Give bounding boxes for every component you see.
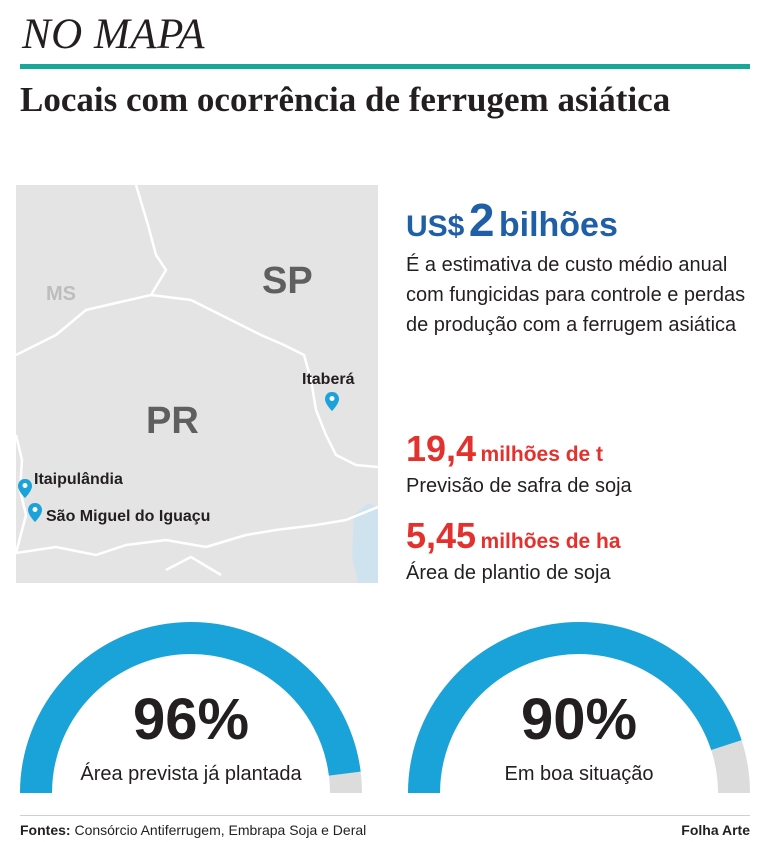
location-label-sao-miguel: São Miguel do Iguaçu (46, 508, 210, 525)
credit: Folha Arte (681, 822, 750, 838)
gauge-arc (408, 622, 750, 794)
gauge-arc (20, 622, 362, 794)
gauge-fill (408, 622, 742, 794)
map-water (352, 503, 378, 583)
location-label-itaipulandia: Itaipulândia (34, 471, 123, 488)
pin-icon (325, 392, 339, 411)
state-label-pr: PR (146, 400, 199, 442)
border-pr-east (314, 409, 378, 469)
border-ms-pr (16, 293, 152, 357)
location-label-itabera: Itaberá (302, 371, 355, 388)
header-rule (20, 64, 750, 69)
pin-icon (18, 479, 32, 498)
stat-value: 5,45 (406, 515, 477, 556)
section-kicker: NO MAPA (22, 11, 206, 58)
gauge-fill (20, 622, 361, 794)
state-label-sp: SP (262, 260, 313, 302)
cost-description: É a estimativa de custo médio anual com … (406, 254, 746, 336)
stat-harvest: 19,4 milhões de t (406, 428, 603, 470)
gauge-label: Em boa situação (504, 763, 654, 785)
page-title: Locais com ocorrência de ferrugem asiáti… (20, 80, 671, 119)
state-label-ms: MS (46, 283, 76, 305)
border-sp-pr (150, 293, 318, 411)
footer-rule (20, 815, 750, 816)
gauge-value: 96% (132, 687, 250, 752)
cost-value: 2 (468, 194, 495, 246)
border-ms-sp (134, 185, 168, 296)
gauge-label: Área prevista já plantada (80, 763, 302, 785)
footer: Fontes: Consórcio Antiferrugem, Embrapa … (20, 822, 750, 838)
stat-label: Área de plantio de soja (406, 562, 611, 584)
pin-icon (28, 503, 42, 522)
stat-unit: milhões de t (480, 443, 604, 466)
border-pr-south (16, 505, 378, 557)
stat-label: Previsão de safra de soja (406, 475, 632, 497)
gauge-planted: 96% Área prevista já plantada (16, 618, 366, 803)
stat-unit: milhões de ha (480, 530, 621, 553)
stat-value: 19,4 (406, 428, 477, 469)
gauge-value: 90% (520, 687, 638, 752)
gauge-condition: 90% Em boa situação (404, 618, 754, 803)
sources-text: Consórcio Antiferrugem, Embrapa Soja e D… (74, 822, 367, 838)
map-background (16, 185, 378, 583)
currency: US$ (406, 210, 465, 243)
sources-label: Fontes: (20, 822, 71, 838)
cost-headline: US$ 2 bilhões (406, 193, 618, 247)
map: MS SP PR Itaberá Itaipulândia São Miguel… (16, 185, 378, 583)
cost-unit: bilhões (498, 206, 618, 244)
stat-area: 5,45 milhões de ha (406, 515, 621, 557)
